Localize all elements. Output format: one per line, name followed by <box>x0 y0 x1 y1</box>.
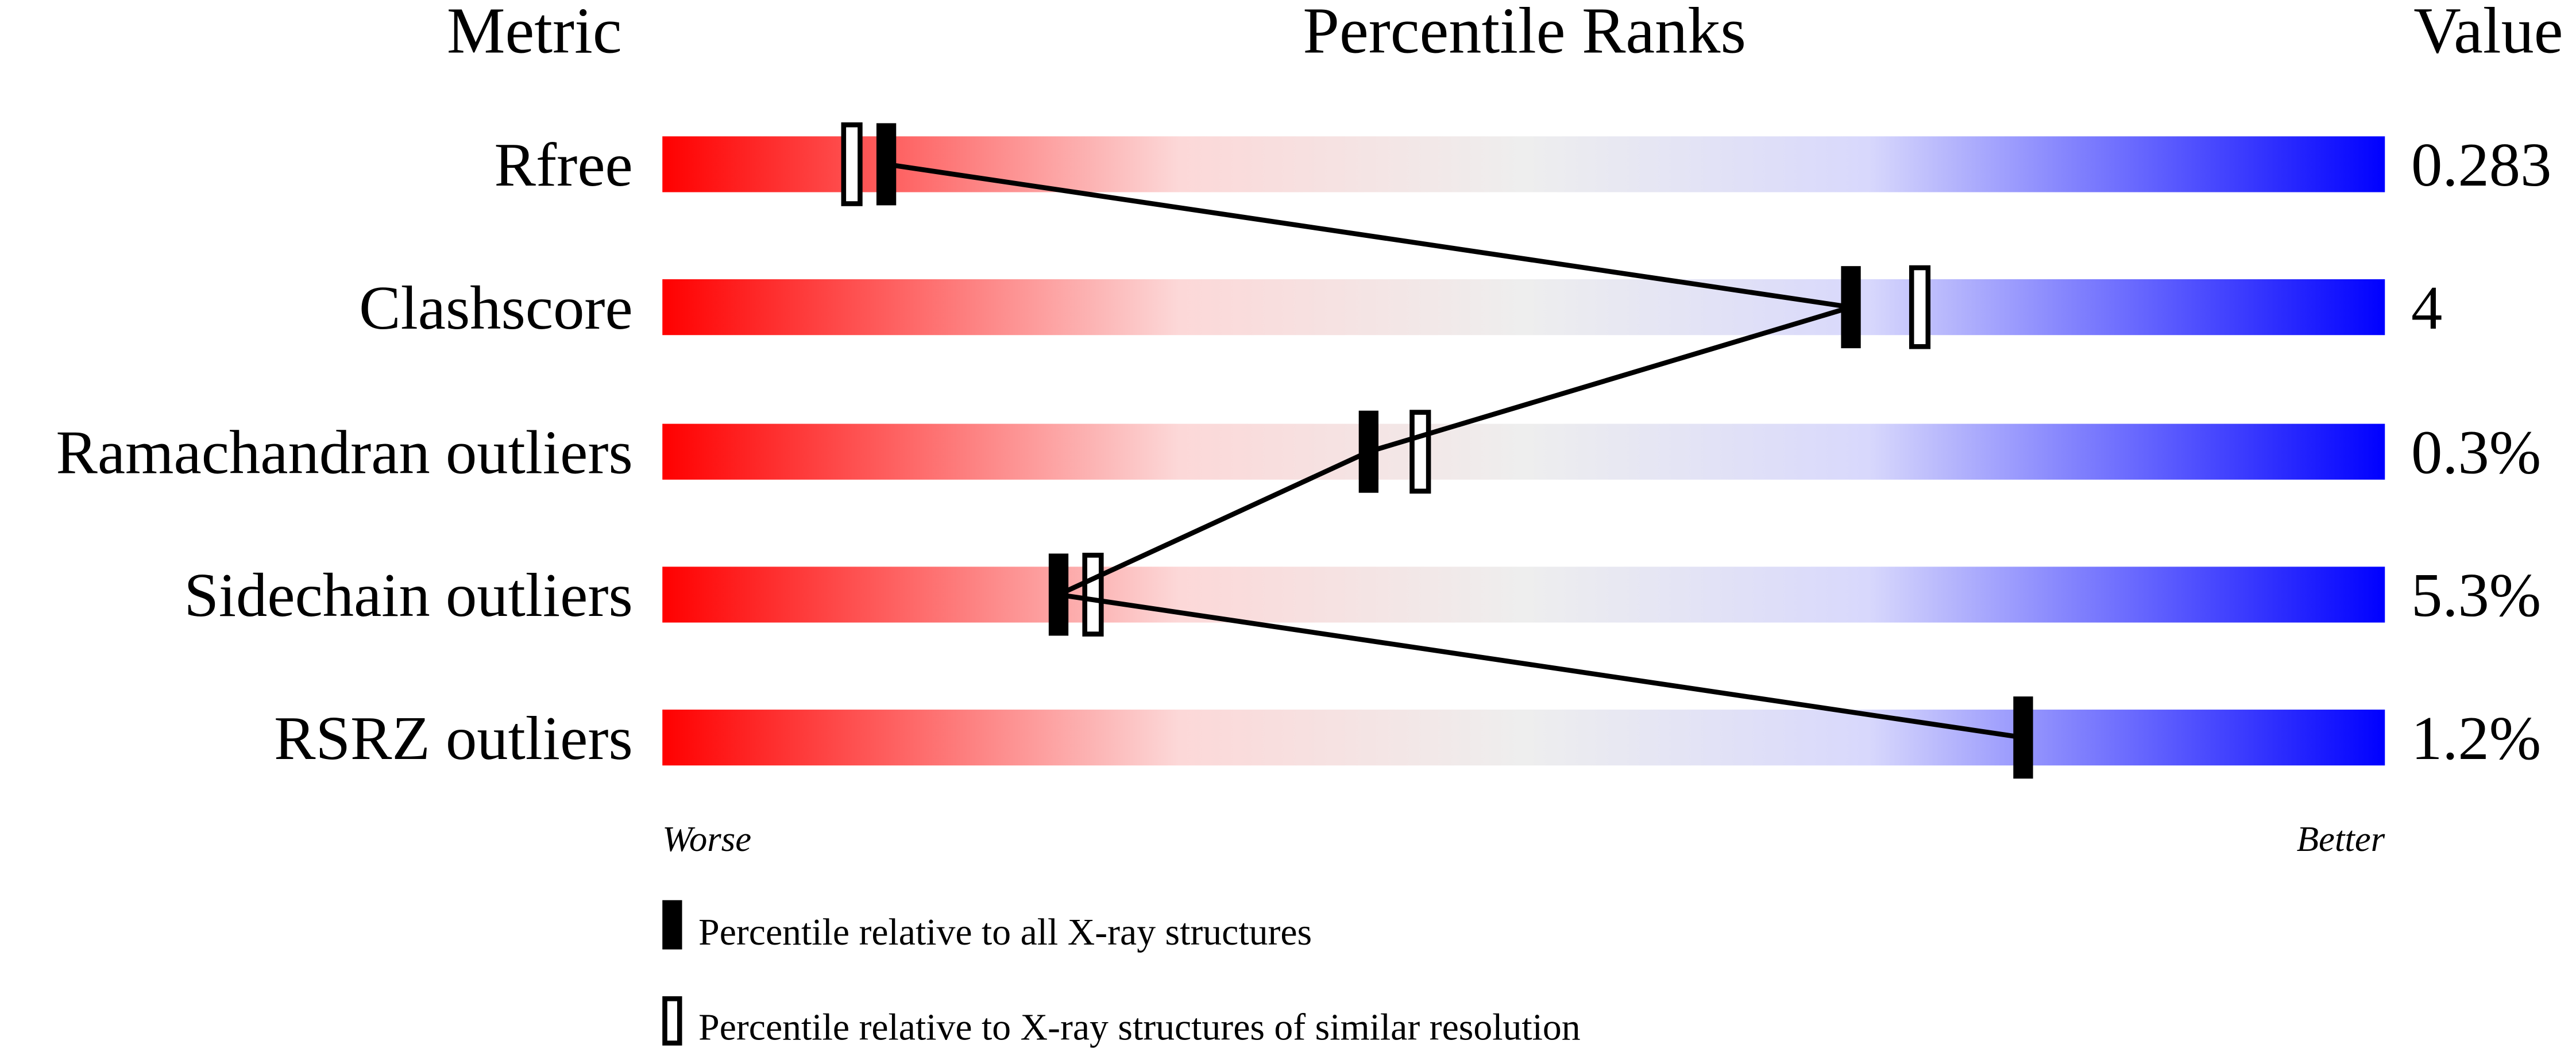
metric-label: Ramachandran outliers <box>56 418 632 487</box>
metric-label: Rfree <box>495 130 633 199</box>
all-structures-marker <box>1841 266 1861 349</box>
similar-resolution-marker <box>1082 553 1104 637</box>
all-structures-marker <box>876 123 897 206</box>
axis-label-better: Better <box>2297 819 2385 859</box>
metric-value: 0.283 <box>2411 130 2551 199</box>
legend-filled-marker <box>662 900 682 950</box>
percentile-bar <box>662 136 2385 192</box>
metric-value: 4 <box>2411 273 2442 342</box>
percentile-bar <box>662 567 2385 623</box>
header-percentile-ranks: Percentile Ranks <box>1303 0 1746 67</box>
header-metric: Metric <box>447 0 622 67</box>
similar-resolution-marker <box>841 122 863 206</box>
all-structures-marker <box>2013 696 2033 779</box>
similar-resolution-marker <box>1909 265 1931 349</box>
header-value: Value <box>2413 0 2563 67</box>
all-structures-marker <box>1048 553 1069 636</box>
percentile-bar <box>662 279 2385 336</box>
metric-value: 0.3% <box>2411 418 2541 487</box>
metric-label: Sidechain outliers <box>184 561 632 630</box>
metric-value: 5.3% <box>2411 561 2541 630</box>
axis-label-worse: Worse <box>662 819 751 859</box>
legend-filled-label: Percentile relative to all X-ray structu… <box>698 911 1312 953</box>
metric-label: RSRZ outliers <box>274 704 633 773</box>
legend-open-marker <box>662 996 682 1046</box>
metric-label: Clashscore <box>359 273 633 342</box>
similar-resolution-marker <box>1409 410 1431 494</box>
legend-open-label: Percentile relative to X-ray structures … <box>698 1007 1581 1048</box>
percentile-bar <box>662 710 2385 766</box>
all-structures-marker <box>1358 410 1378 493</box>
metric-value: 1.2% <box>2411 704 2541 773</box>
percentile-bar <box>662 423 2385 480</box>
